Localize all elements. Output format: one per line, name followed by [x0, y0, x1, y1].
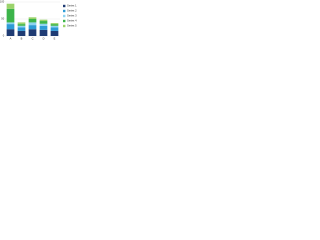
legend-label: Series 5	[67, 24, 77, 28]
x-tick-label: D	[43, 37, 45, 41]
x-tick-label: B	[21, 37, 23, 41]
bar-segment	[28, 29, 37, 36]
bar-segment	[50, 27, 59, 31]
legend-label: Series 2	[67, 9, 77, 13]
bar-segment	[28, 22, 37, 26]
legend-swatch	[63, 14, 66, 18]
bar-segment	[39, 25, 48, 30]
bar-segment	[50, 25, 59, 28]
bar-segment	[17, 24, 26, 26]
x-tick-label: C	[32, 37, 34, 41]
bar-segment	[17, 25, 26, 28]
legend-label: Series 4	[67, 19, 77, 23]
bar-segment	[50, 24, 59, 26]
bar-segment	[28, 25, 37, 30]
bar-segment	[39, 29, 48, 36]
bar-segment	[39, 23, 48, 26]
bar-segment	[6, 29, 15, 36]
bar-segment	[28, 17, 37, 19]
bar-segment	[6, 3, 15, 9]
legend-swatch	[63, 19, 66, 23]
y-tick-label: 0	[3, 34, 5, 38]
legend-swatch	[63, 4, 66, 8]
bar-segment	[50, 23, 59, 25]
bar-segment	[17, 27, 26, 31]
legend-label: Series 1	[67, 4, 77, 8]
bar-segment	[6, 24, 15, 30]
legend-label: Series 3	[67, 14, 77, 18]
legend-swatch	[63, 24, 66, 28]
y-tick-label: 50	[1, 17, 4, 21]
bar-segment	[50, 30, 59, 36]
bar-segment	[28, 19, 37, 23]
y-tick-label: 100	[0, 0, 5, 4]
x-tick-label: A	[10, 37, 12, 41]
bar-segment	[39, 21, 48, 24]
bar-segment	[17, 30, 26, 36]
bar-segment	[6, 22, 15, 25]
bar-segment	[6, 8, 15, 23]
bar-segment	[39, 19, 48, 22]
page: 0 50 100 A B C D E Series 1 Series 2 Series 3 Serie…	[0, 0, 320, 49]
x-tick-label: E	[54, 37, 56, 41]
bar-segment	[17, 22, 26, 25]
legend-swatch	[63, 9, 66, 13]
